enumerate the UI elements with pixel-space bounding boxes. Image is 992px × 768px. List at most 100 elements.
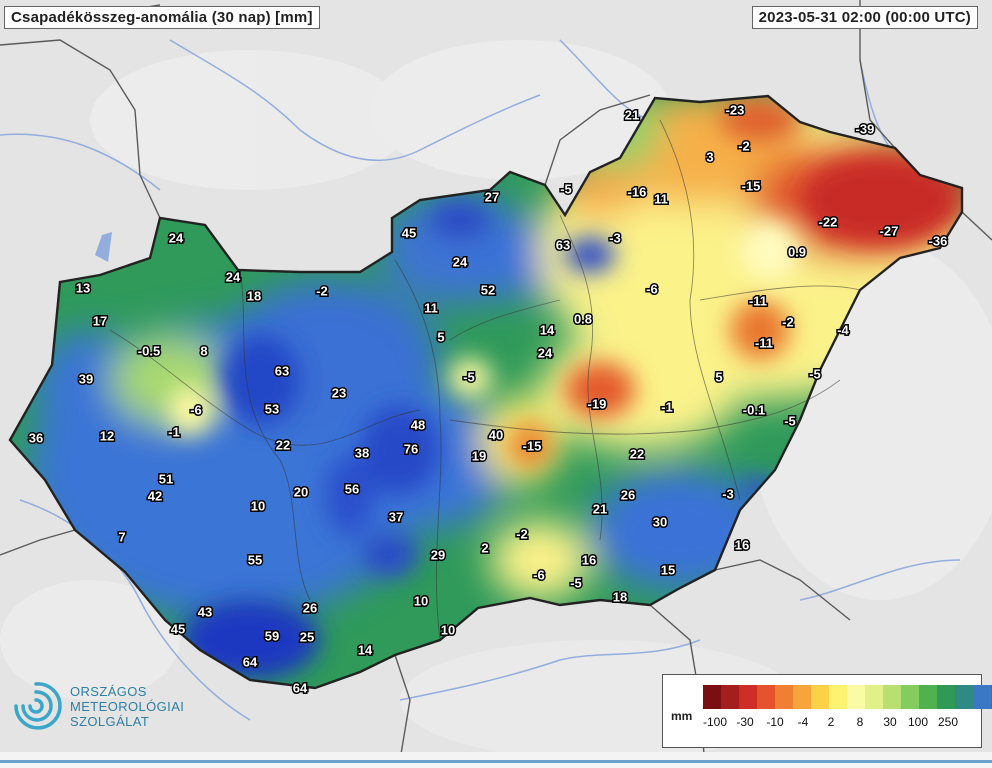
- station-value: 30: [653, 514, 667, 529]
- legend-tick-label: 100: [907, 715, 929, 729]
- station-value: 10: [441, 622, 455, 637]
- legend-swatch: [793, 685, 811, 709]
- legend-tick-label: 250: [937, 715, 959, 729]
- station-value: 22: [276, 437, 290, 452]
- station-value: 11: [424, 300, 438, 315]
- station-value: 0.9: [788, 244, 806, 259]
- station-value: 55: [248, 552, 262, 567]
- legend-swatch: [829, 685, 847, 709]
- station-value: 23: [332, 385, 346, 400]
- station-value: 21: [625, 107, 639, 122]
- station-value: -4: [837, 322, 849, 337]
- station-value: -6: [533, 567, 545, 582]
- station-value: -6: [190, 402, 202, 417]
- station-value: -3: [609, 230, 621, 245]
- station-value: 21: [593, 501, 607, 516]
- legend-tick-label: -4: [797, 715, 809, 729]
- station-value: -39: [856, 121, 875, 136]
- station-value: -15: [742, 178, 761, 193]
- station-value: -5: [570, 575, 582, 590]
- legend-swatch: [919, 685, 937, 709]
- station-value: 7: [118, 529, 125, 544]
- legend-swatch: [883, 685, 901, 709]
- station-value: -23: [726, 102, 745, 117]
- station-value: 48: [411, 417, 425, 432]
- timestamp-label: 2023-05-31 02:00 (00:00 UTC): [751, 6, 978, 29]
- station-value: 39: [79, 371, 93, 386]
- legend-swatch: [775, 685, 793, 709]
- station-value: 59: [265, 628, 279, 643]
- station-value: -11: [755, 335, 773, 350]
- legend-tick-label: -10: [766, 715, 784, 729]
- legend-ticks: -100 -30 -10 -4 2 8 30 100 250: [703, 715, 973, 731]
- color-legend: mm -100 -30 -10 -4 2 8 30 100 250: [662, 674, 992, 748]
- station-value: -0.1: [743, 402, 765, 417]
- legend-swatch: [847, 685, 865, 709]
- station-value: 16: [582, 552, 596, 567]
- station-value: -36: [929, 233, 948, 248]
- oms-logo: ORSZÁGOS METEOROLÓGIAI SZOLGÁLAT: [8, 676, 208, 740]
- station-value: 36: [29, 430, 43, 445]
- legend-tick-label: -100: [702, 715, 728, 729]
- station-value: -2: [516, 526, 528, 541]
- logo-text: ORSZÁGOS METEOROLÓGIAI SZOLGÁLAT: [70, 684, 184, 729]
- station-value: 40: [489, 427, 503, 442]
- station-value: 24: [538, 345, 553, 360]
- legend-swatch: [757, 685, 775, 709]
- station-value: -5: [463, 369, 475, 384]
- station-value: -2: [738, 138, 750, 153]
- station-value: 5: [437, 329, 444, 344]
- station-value: -1: [168, 424, 180, 439]
- legend-swatch: [703, 685, 721, 709]
- station-value: 13: [76, 280, 90, 295]
- station-value: 14: [358, 642, 373, 657]
- station-value: 63: [556, 237, 570, 252]
- station-value: 10: [251, 498, 265, 513]
- station-value: 43: [198, 604, 212, 619]
- station-value: 3: [706, 149, 713, 164]
- logo-line-3: SZOLGÁLAT: [70, 714, 150, 729]
- legend-swatch: [901, 685, 919, 709]
- station-value: -15: [523, 438, 542, 453]
- station-value: 15: [661, 562, 675, 577]
- station-value: 2: [481, 540, 488, 555]
- station-value: -11: [749, 293, 767, 308]
- station-value: 24: [453, 254, 468, 269]
- legend-swatch: [955, 685, 973, 709]
- station-value: -3: [722, 486, 734, 501]
- station-value: 42: [148, 488, 162, 503]
- legend-swatch: [721, 685, 739, 709]
- station-value: 0.8: [574, 311, 592, 326]
- station-value: 12: [100, 428, 114, 443]
- station-value: -22: [819, 214, 838, 229]
- station-value: 56: [345, 481, 359, 496]
- logo-line-1: ORSZÁGOS: [70, 684, 147, 699]
- station-value: 63: [275, 363, 289, 378]
- legend-color-bar: [703, 685, 992, 709]
- legend-swatch: [937, 685, 955, 709]
- station-value: 51: [159, 471, 173, 486]
- legend-tick-label: 2: [827, 715, 835, 729]
- station-value: 64: [243, 654, 258, 669]
- station-value: 26: [621, 487, 635, 502]
- station-value: 11: [654, 191, 668, 206]
- station-value: -0.5: [138, 343, 160, 358]
- station-value: 22: [630, 446, 644, 461]
- station-value: -2: [316, 283, 328, 298]
- station-value: 26: [303, 600, 317, 615]
- station-value: 76: [404, 441, 418, 456]
- station-value: 53: [265, 401, 279, 416]
- swirl-logo-icon: [14, 682, 62, 730]
- station-value: -6: [646, 281, 658, 296]
- logo-line-2: METEOROLÓGIAI: [70, 699, 185, 714]
- legend-swatch: [973, 685, 991, 709]
- station-value: 29: [431, 547, 445, 562]
- station-value: 37: [389, 509, 403, 524]
- station-value: -5: [560, 181, 572, 196]
- station-value: 17: [93, 313, 107, 328]
- station-value: 24: [169, 230, 184, 245]
- station-value: 10: [414, 593, 428, 608]
